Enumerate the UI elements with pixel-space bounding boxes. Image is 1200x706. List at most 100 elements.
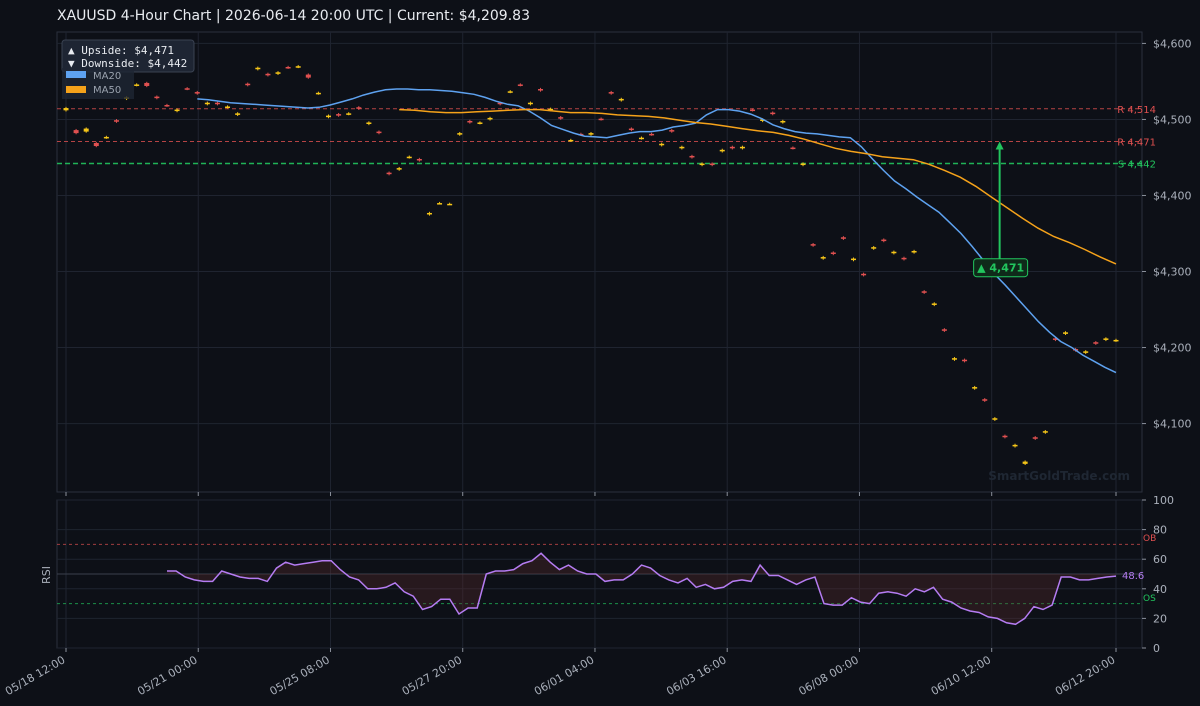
candle-body (497, 102, 503, 105)
legend-ma20-label: MA20 (93, 71, 121, 82)
info-upside: ▲ Upside: $4,471 (68, 44, 174, 57)
candle-body (861, 273, 867, 276)
candle-body (548, 108, 554, 111)
candle-body (568, 139, 574, 142)
candle-body (113, 120, 119, 122)
rsi-tick-label: 100 (1153, 494, 1174, 507)
time-tick-label: 05/18 12:00 (3, 653, 67, 698)
rsi-last-value: 48.6 (1122, 571, 1144, 582)
time-tick-label: 06/08 00:00 (797, 653, 861, 698)
rsi-tick-label: 20 (1153, 612, 1167, 625)
level-label: S 4,442 (1118, 160, 1156, 171)
candle-body (901, 257, 907, 260)
candle-body (356, 107, 362, 109)
candle-body (275, 72, 281, 74)
watermark: SmartGoldTrade.com (988, 469, 1130, 483)
candle-body (487, 117, 493, 120)
moving-averages (197, 88, 1117, 374)
candle-body (93, 143, 99, 147)
candle-body (780, 120, 786, 123)
candle-body (396, 168, 402, 170)
candle-body (416, 158, 422, 161)
candle-body (840, 237, 846, 239)
candle-body (73, 130, 79, 134)
rsi-fill (167, 553, 1116, 625)
time-tick-label: 06/12 20:00 (1053, 653, 1117, 698)
candle-body (406, 156, 412, 159)
legend-ma50-swatch (66, 86, 86, 93)
price-tick-label: $4,100 (1153, 418, 1192, 431)
candle-body (941, 329, 947, 331)
candle-body (225, 106, 231, 109)
candle-body (760, 119, 766, 121)
rsi-grid (57, 499, 1142, 649)
rsi-ob-label: OB (1143, 534, 1156, 544)
candle-body (336, 114, 342, 116)
time-tick-label: 06/10 12:00 (929, 653, 993, 698)
price-tick-label: $4,500 (1153, 113, 1192, 126)
level-label: R 4,471 (1117, 137, 1156, 148)
candle-body (366, 122, 372, 124)
candle-body (447, 203, 453, 206)
candle-body (992, 418, 998, 420)
candle-body (669, 130, 675, 132)
candle-body (790, 147, 796, 150)
time-tick-label: 05/25 08:00 (268, 653, 332, 698)
candle-body (285, 66, 291, 69)
candle-body (265, 73, 271, 76)
candle-body (174, 109, 180, 112)
candle-body (134, 84, 140, 86)
candle-body (649, 133, 655, 136)
candle-body (245, 83, 251, 86)
candle-body (1052, 338, 1058, 340)
candle-body (962, 359, 968, 362)
candle-body (1093, 342, 1099, 344)
candle-body (1113, 339, 1119, 342)
candle-body (517, 84, 523, 86)
candle-body (679, 146, 685, 149)
candle-body (467, 120, 473, 123)
candle-body (1042, 431, 1048, 433)
legend-ma50-label: MA50 (93, 85, 121, 96)
candle-body (1103, 338, 1109, 340)
candle-body (255, 67, 261, 70)
candle-body (699, 163, 705, 166)
candle-body (235, 113, 241, 115)
price-tick-label: $4,200 (1153, 342, 1192, 355)
candle-body (911, 250, 917, 253)
candle-body (305, 74, 311, 78)
time-tick-label: 06/01 04:00 (532, 653, 596, 698)
candle-body (739, 146, 745, 149)
candle-body (598, 118, 604, 121)
rsi-tick-label: 40 (1153, 583, 1167, 596)
candle-body (770, 112, 776, 115)
time-tick-label: 05/27 20:00 (400, 653, 464, 698)
target-annotation: ▲ 4,471 (973, 141, 1029, 278)
candle-body (507, 91, 513, 93)
rsi-tick-label: 80 (1153, 524, 1167, 537)
candle-body (1063, 332, 1069, 334)
candle-body (800, 163, 806, 166)
candle-body (164, 104, 170, 107)
candle-body (659, 143, 665, 146)
candle-body (437, 203, 443, 205)
candle-body (326, 115, 331, 118)
ma50-line (399, 108, 1117, 265)
candle-body (709, 163, 715, 166)
annotation-arrow-head (995, 141, 1004, 150)
candle-body (1012, 444, 1018, 447)
legend: MA20 MA50 (62, 68, 134, 99)
level-label: R 4,514 (1117, 105, 1156, 116)
candle-body (931, 303, 937, 305)
candle-body (558, 117, 564, 119)
price-tick-label: $4,400 (1153, 189, 1192, 202)
info-downside: ▼ Downside: $4,442 (68, 57, 187, 70)
annotation-box (973, 258, 1029, 278)
rsi-lines (57, 543, 1142, 626)
candle-body (689, 155, 695, 158)
candle-body (346, 113, 352, 115)
candle-body (810, 244, 816, 246)
candle-body (63, 108, 69, 111)
info-box: ▲ Upside: $4,471 ▼ Downside: $4,442 (61, 39, 195, 73)
